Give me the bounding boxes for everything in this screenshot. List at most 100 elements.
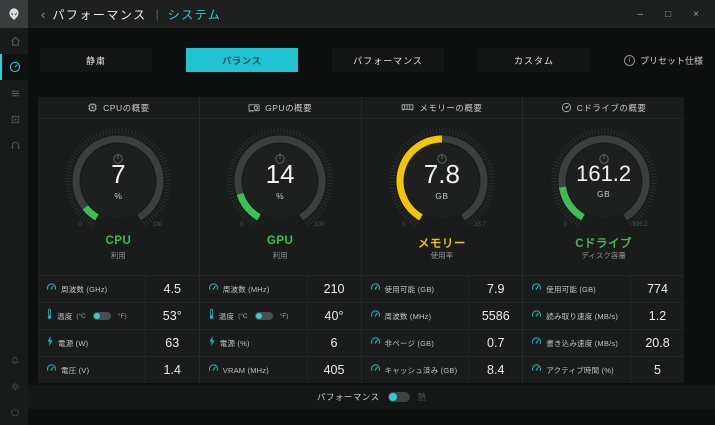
stat-value: 210 [306, 276, 361, 302]
preset-spec[interactable]: i プリセット仕様 [623, 54, 703, 67]
gauge-icon [46, 361, 57, 379]
temp-unit-left: (°C [76, 312, 86, 320]
stat-row: 周波数 (MHz) 5586 [361, 302, 523, 329]
stat-label: 電源 (%) [219, 338, 250, 348]
maximize-button[interactable]: □ [665, 8, 672, 20]
stat-row: 電源 (W) 63 [38, 329, 199, 356]
gauge-value: 14 [265, 159, 295, 189]
bolt-icon [46, 334, 54, 352]
panel-title: CPUの概要 [103, 102, 150, 113]
sidebar-item-notifications[interactable] [0, 347, 28, 373]
panel-memory: メモリーの概要 7.8 GB メモリー 使用率 0 15.7 使用可能 (GB)… [361, 97, 524, 383]
footer-bar: パフォーマンス 熱 [28, 385, 715, 409]
tab-custom[interactable]: カスタム [477, 48, 590, 72]
sidebar-item-power[interactable] [0, 399, 28, 425]
gauge-max-label: 100 [314, 222, 325, 228]
stat-label: 書き込み速度 (MB/s) [546, 338, 619, 348]
footer-performance-label: パフォーマンス [316, 392, 380, 402]
stat-label: 周波数 (MHz) [384, 311, 432, 321]
c-drive-gauge: 161.2 GB Cドライブ ディスク容量 0 935.2 [534, 119, 674, 275]
stat-value: 40° [306, 303, 361, 329]
tab-performance[interactable]: パフォーマンス [331, 48, 444, 72]
gpu-gauge: 14 % GPU 利用 0 100 [210, 119, 350, 275]
gauge-value: 7.8 [423, 159, 460, 189]
stat-table: 周波数 (MHz) 210 温度 (°C °F) 40° 電源 (%) 6 VRA… [199, 275, 361, 383]
panel-header: CPUの概要 [38, 97, 199, 119]
gauge-subtitle: 使用率 [430, 251, 454, 260]
stat-label-cell: 読み取り速度 (MB/s) [523, 303, 630, 329]
stat-value: 1.2 [630, 303, 684, 329]
close-button[interactable]: × [693, 8, 699, 20]
gauge-unit: GB [596, 189, 611, 199]
stat-label-cell: 温度 (°C °F) [200, 303, 307, 329]
stat-table: 使用可能 (GB) 7.9 周波数 (MHz) 5586 非ページ (GB) 0… [361, 275, 523, 383]
stat-label: 読み取り速度 (MB/s) [546, 311, 619, 321]
panel-title: メモリーの概要 [419, 102, 483, 113]
gauge-value: 7 [111, 159, 126, 189]
gauge-readout: 7 % [48, 161, 188, 201]
memory-gauge: 7.8 GB メモリー 使用率 0 15.7 [372, 119, 512, 275]
alienware-logo-icon[interactable] [0, 0, 28, 28]
temp-unit-toggle[interactable] [254, 312, 273, 320]
toggle-knob [388, 393, 397, 401]
sidebar-spacer [0, 158, 28, 347]
gauge-unit: % [276, 191, 285, 201]
sidebar-item-home[interactable] [0, 28, 28, 54]
sidebar-item-performance[interactable] [0, 54, 28, 80]
stat-row: アクティブ時間 (%) 5 [523, 356, 684, 383]
gauge-dial [550, 128, 657, 227]
minimize-button[interactable]: – [637, 8, 644, 20]
sidebar-item-fusion[interactable] [0, 106, 28, 132]
gauge-min-label: 0 [401, 222, 406, 228]
gauge-icon [531, 334, 542, 352]
stat-value: 774 [630, 276, 684, 302]
stat-label: 周波数 (MHz) [222, 284, 270, 294]
stat-value: 63 [144, 330, 199, 356]
stat-label-cell: 周波数 (MHz) [362, 303, 469, 329]
gauge-dial [388, 128, 495, 227]
tab-balanced[interactable]: バランス [185, 48, 298, 72]
cpu-icon [87, 102, 98, 113]
gauge-icon [46, 280, 57, 298]
tab-silent[interactable]: 静粛 [39, 48, 152, 72]
stat-label: 周波数 (GHz) [61, 284, 108, 294]
stat-row: 周波数 (GHz) 4.5 [38, 275, 199, 302]
stat-label: 使用可能 (GB) [384, 284, 435, 294]
gauge-min-label: 0 [78, 222, 82, 228]
gauge-icon [531, 280, 542, 298]
stat-table: 使用可能 (GB) 774 読み取り速度 (MB/s) 1.2 書き込み速度 (… [523, 275, 684, 383]
page-subtitle: システム [167, 7, 222, 22]
stat-value: 405 [306, 357, 361, 383]
temp-unit-toggle[interactable] [92, 312, 111, 320]
gauge-icon [370, 334, 381, 352]
stat-label: 電源 (W) [58, 338, 89, 348]
back-chevron-icon[interactable]: ‹ [41, 6, 46, 22]
panel-title: GPUの概要 [265, 102, 313, 113]
panel-c-drive: Cドライブの概要 161.2 GB Cドライブ ディスク容量 0 935.2 使… [523, 97, 684, 383]
gpu-icon [248, 103, 260, 113]
ram-icon [401, 103, 414, 112]
stat-row: 非ページ (GB) 0.7 [361, 329, 523, 356]
gauge-subtitle: ディスク容量 [581, 251, 626, 260]
stat-value: 0.7 [468, 330, 522, 356]
stat-table: 周波数 (GHz) 4.5 温度 (°C °F) 53° 電源 (W) 63 電圧… [38, 275, 199, 383]
stat-label: 使用可能 (GB) [546, 284, 596, 294]
sidebar-item-audio[interactable] [0, 132, 28, 158]
gauge-subtitle: 利用 [272, 251, 288, 260]
gauge-dial [227, 128, 334, 227]
gauge-icon [208, 280, 219, 298]
performance-thermal-toggle[interactable] [387, 392, 410, 402]
stat-value: 7.9 [468, 276, 522, 302]
stat-label-cell: 使用可能 (GB) [362, 276, 469, 302]
main-content: 静粛 バランス パフォーマンス カスタム i プリセット仕様 CPUの概要 7 % C… [28, 28, 715, 425]
panel-header: Cドライブの概要 [523, 97, 684, 119]
stat-row: 使用可能 (GB) 774 [523, 275, 684, 302]
gauge-readout: 14 % [210, 161, 350, 201]
gauge-icon [531, 361, 542, 379]
stat-label-cell: キャッシュ済み (GB) [362, 357, 469, 383]
sidebar-item-settings[interactable] [0, 373, 28, 399]
temp-unit-right: °F) [279, 312, 289, 320]
sidebar-item-fx[interactable] [0, 80, 28, 106]
home-icon [10, 36, 21, 47]
gauge-icon [370, 307, 381, 325]
